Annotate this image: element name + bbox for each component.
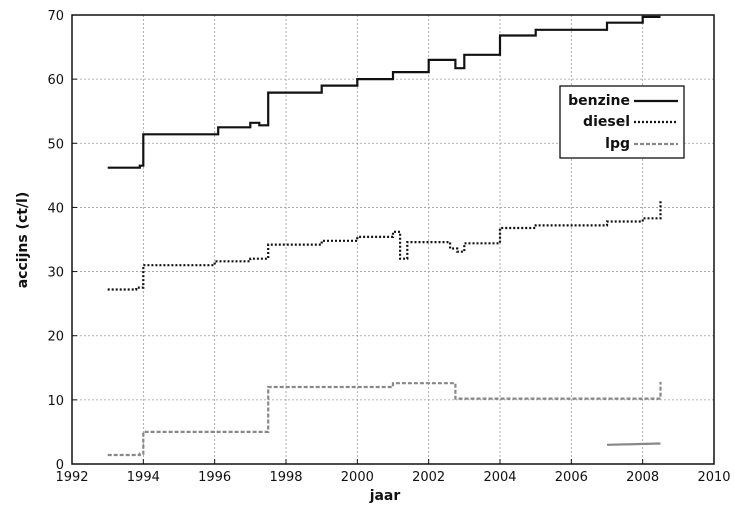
legend-label-lpg: lpg (605, 136, 630, 152)
y-axis-ticks: 0 10 20 30 40 50 60 70 (47, 9, 77, 473)
plot-frame (71, 14, 715, 465)
x-tick-label: 2004 (483, 470, 516, 485)
x-tick-label: 2006 (555, 470, 588, 485)
y-tick-label: 30 (47, 266, 64, 281)
y-tick-label: 40 (47, 201, 64, 216)
x-tick-label: 1998 (269, 470, 302, 485)
series-line-benzine (107, 15, 661, 169)
plot-series (107, 15, 662, 457)
y-tick-label: 20 (47, 330, 64, 345)
y-tick-label: 10 (47, 394, 64, 409)
series-line-unlabeled (606, 442, 661, 446)
x-axis-label: jaar (369, 488, 401, 504)
series-line-lpg (107, 381, 662, 457)
y-axis-label: accijns (ct/l) (15, 192, 31, 289)
x-tick-label: 2010 (697, 470, 730, 485)
x-tick-label: 2008 (626, 470, 659, 485)
x-tick-label: 2000 (341, 470, 374, 485)
y-tick-label: 0 (56, 458, 64, 473)
series-line-diesel (107, 199, 662, 291)
y-tick-label: 60 (47, 73, 64, 88)
legend: benzine diesel lpg (559, 85, 685, 159)
x-tick-label: 2002 (412, 470, 445, 485)
y-tick-label: 50 (47, 137, 64, 152)
legend-label-benzine: benzine (568, 93, 630, 109)
x-tick-label: 1994 (127, 470, 160, 485)
grid-lines (72, 15, 714, 464)
y-tick-label: 70 (47, 9, 64, 24)
x-tick-label: 1992 (55, 470, 88, 485)
legend-label-diesel: diesel (583, 114, 630, 130)
x-tick-label: 1996 (198, 470, 231, 485)
x-axis-ticks: 1992 1994 1996 1998 2000 2002 2004 2006 2008 2010 (55, 459, 731, 485)
